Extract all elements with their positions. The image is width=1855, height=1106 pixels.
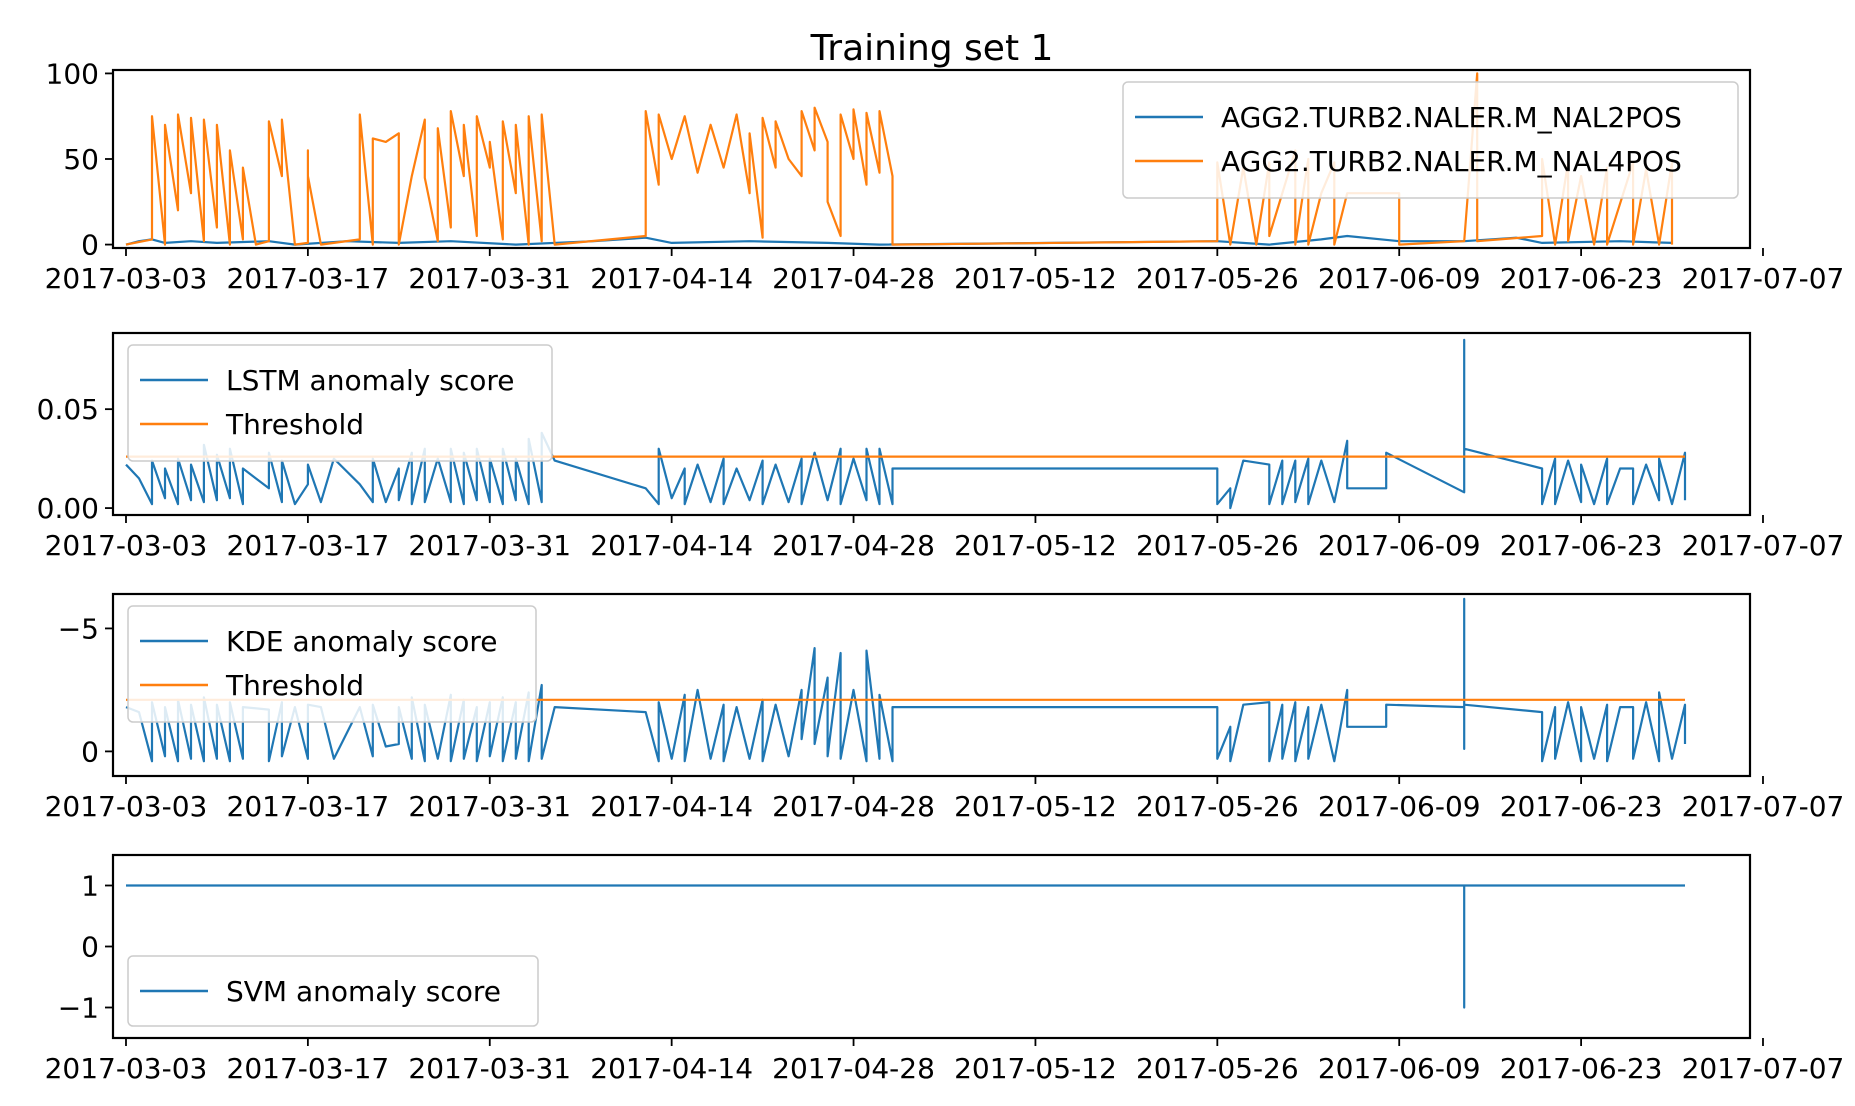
y-tick-label: 0.00	[37, 492, 99, 525]
x-tick-label: 2017-04-14	[590, 790, 753, 823]
x-tick-label: 2017-06-09	[1318, 790, 1481, 823]
x-tick-label: 2017-05-26	[1136, 529, 1299, 562]
legend: SVM anomaly score	[127, 955, 539, 1027]
x-tick-label: 2017-03-17	[227, 1052, 390, 1085]
y-tick-label: 100	[46, 57, 99, 90]
x-tick-label: 2017-03-31	[408, 262, 571, 295]
y-tick-label: 50	[63, 143, 99, 176]
x-tick-label: 2017-07-07	[1682, 790, 1845, 823]
legend-label: KDE anomaly score	[226, 625, 497, 658]
legend: AGG2.TURB2.NALER.M_NAL2POS AGG2.TURB2.NAL…	[1122, 81, 1739, 199]
legend-label: AGG2.TURB2.NALER.M_NAL2POS	[1221, 101, 1682, 134]
x-tick-label: 2017-03-17	[227, 529, 390, 562]
x-tick-label: 2017-06-23	[1500, 790, 1663, 823]
x-tick-label: 2017-07-07	[1682, 262, 1845, 295]
y-tick-label: 1	[81, 870, 99, 903]
x-tick-label: 2017-06-23	[1500, 262, 1663, 295]
y-tick-label: 0.05	[37, 393, 99, 426]
x-tick-label: 2017-03-17	[227, 262, 390, 295]
legend: KDE anomaly score Threshold	[127, 605, 537, 723]
series-line-agg2-turb2-naler-m-nal4pos	[125, 72, 1674, 246]
x-tick-label: 2017-04-28	[772, 262, 935, 295]
series-line-lstm-anomaly-score	[125, 338, 1687, 510]
x-tick-label: 2017-05-26	[1136, 262, 1299, 295]
x-tick-label: 2017-05-12	[954, 790, 1117, 823]
series-line-svm-anomaly-score	[126, 884, 1685, 1009]
x-tick-label: 2017-05-26	[1136, 790, 1299, 823]
x-tick-label: 2017-03-03	[45, 790, 208, 823]
x-tick-label: 2017-06-23	[1500, 1052, 1663, 1085]
y-tick-label: −1	[58, 992, 99, 1025]
x-tick-label: 2017-03-31	[408, 790, 571, 823]
y-tick-label: 0	[81, 229, 99, 262]
legend-label: Threshold	[225, 669, 364, 702]
legend: LSTM anomaly score Threshold	[127, 344, 553, 462]
axes-frame	[111, 331, 1752, 517]
x-tick-label: 2017-03-31	[408, 1052, 571, 1085]
x-tick-label: 2017-07-07	[1682, 1052, 1845, 1085]
legend-box	[127, 344, 553, 462]
x-tick-label: 2017-07-07	[1682, 529, 1845, 562]
axes-frame	[111, 592, 1752, 778]
x-tick-label: 2017-04-28	[772, 1052, 935, 1085]
legend-label: SVM anomaly score	[226, 975, 501, 1008]
legend-label: LSTM anomaly score	[226, 364, 515, 397]
legend-label: Threshold	[225, 408, 364, 441]
x-tick-label: 2017-05-26	[1136, 1052, 1299, 1085]
x-tick-label: 2017-03-17	[227, 790, 390, 823]
x-tick-label: 2017-04-14	[590, 262, 753, 295]
x-tick-label: 2017-04-28	[772, 790, 935, 823]
series-line-kde-anomaly-score	[125, 597, 1687, 763]
x-tick-label: 2017-03-31	[408, 529, 571, 562]
panel-2: 0.00 0.05 2017-03-03 2017-03-17 2017-03-31 20…	[37, 331, 1845, 562]
x-tick-label: 2017-06-09	[1318, 529, 1481, 562]
x-tick-label: 2017-05-12	[954, 529, 1117, 562]
x-tick-label: 2017-04-14	[590, 1052, 753, 1085]
legend-box	[127, 605, 537, 723]
x-tick-label: 2017-03-03	[45, 1052, 208, 1085]
legend-box	[127, 955, 539, 1027]
figure-title: Training set 1	[810, 28, 1054, 69]
y-tick-label: −5	[58, 612, 99, 645]
panel-3: 0 −5 2017-03-03 2017-03-17 2017-03-31 2017-04…	[45, 592, 1845, 823]
x-tick-label: 2017-06-09	[1318, 1052, 1481, 1085]
legend-label: AGG2.TURB2.NALER.M_NAL4POS	[1221, 145, 1682, 178]
x-tick-label: 2017-03-03	[45, 529, 208, 562]
x-tick-label: 2017-06-09	[1318, 262, 1481, 295]
y-tick-label: 0	[81, 735, 99, 768]
x-tick-label: 2017-04-14	[590, 529, 753, 562]
x-tick-label: 2017-05-12	[954, 1052, 1117, 1085]
y-tick-label: 0	[81, 931, 99, 964]
legend-box	[1122, 81, 1739, 199]
x-tick-label: 2017-06-23	[1500, 529, 1663, 562]
x-tick-label: 2017-03-03	[45, 262, 208, 295]
panel-1: 0 50 100 2017-03-03 2017-03-17 2017-03-31 2017…	[45, 57, 1845, 295]
panel-4: −1 0 1 2017-03-03 2017-03-17 2017-03-31 2017-0…	[45, 853, 1845, 1085]
x-tick-label: 2017-05-12	[954, 262, 1117, 295]
x-tick-label: 2017-04-28	[772, 529, 935, 562]
